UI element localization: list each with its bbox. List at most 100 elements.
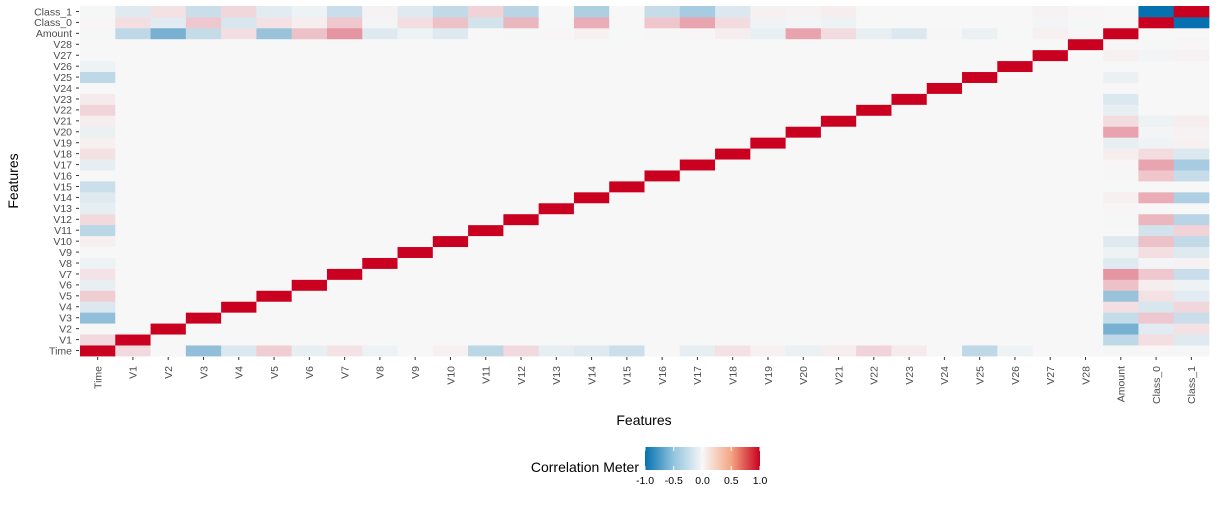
heatmap-cell-v5-v4	[256, 301, 293, 313]
heatmap-cell-v28-v3	[1067, 312, 1104, 324]
heatmap-cell-class-1-v14	[1173, 191, 1210, 204]
heatmap-cell-v8-v12	[362, 213, 398, 226]
heatmap-cell-v4-v22	[221, 104, 257, 116]
heatmap-cell-v23-v15	[891, 181, 928, 193]
heatmap-cell-v19-amount	[750, 27, 787, 40]
heatmap-cell-v23-v18	[891, 148, 928, 160]
heatmap-cell-amount-v24	[1103, 82, 1139, 94]
heatmap-cell-v28-v4	[1067, 301, 1104, 313]
heatmap-cell-v3-v1	[185, 334, 222, 346]
heatmap-cell-class-0-v7	[1138, 268, 1175, 280]
heatmap-cell-v10-v21	[432, 115, 469, 127]
heatmap-cell-v4-v20	[221, 126, 257, 138]
heatmap-cell-v14-v16	[573, 170, 610, 182]
heatmap-cell-v16-class-1	[644, 6, 681, 18]
heatmap-cell-class-1-time	[1173, 345, 1210, 357]
heatmap-cell-v14-v1	[573, 334, 610, 346]
heatmap-cell-v6-v25	[291, 71, 328, 83]
heatmap-cell-v3-v16	[185, 170, 222, 182]
heatmap-cell-v17-class-1	[679, 6, 716, 18]
heatmap-cell-class-0-v24	[1138, 82, 1175, 94]
heatmap-cell-v2-v7	[150, 268, 187, 280]
heatmap-cell-v16-amount	[644, 27, 681, 40]
heatmap-cell-v20-v26	[785, 60, 822, 73]
heatmap-cell-v11-v3	[468, 312, 504, 324]
heatmap-cell-v16-v14	[644, 191, 681, 204]
heatmap-cell-v16-v22	[644, 104, 681, 116]
heatmap-cell-v23-v5	[891, 290, 928, 302]
y-tick-label-v13: V13	[53, 203, 72, 215]
heatmap-cell-time-v12	[80, 213, 116, 226]
heatmap-cell-v13-class-0	[538, 16, 575, 29]
heatmap-cell-v19-v21	[750, 115, 787, 127]
heatmap-cell-v7-v7	[326, 268, 363, 280]
heatmap-cell-v14-v14	[573, 191, 610, 204]
heatmap-cell-v6-v26	[291, 60, 328, 73]
y-tick-label-class-0: Class_0	[34, 17, 72, 29]
heatmap-cell-class-0-v19	[1138, 137, 1175, 149]
heatmap-cell-v15-v12	[609, 213, 645, 226]
heatmap-cell-v27-v20	[1032, 126, 1069, 138]
heatmap-cell-amount-v2	[1103, 323, 1139, 335]
y-tick-label-class-1: Class_1	[34, 6, 72, 18]
heatmap-cell-v26-v19	[997, 137, 1033, 149]
heatmap-cell-v20-v8	[785, 257, 822, 269]
heatmap-cell-v15-v14	[609, 191, 645, 204]
heatmap-cell-v2-v9	[150, 246, 187, 258]
heatmap-cell-v1-v10	[115, 235, 151, 248]
heatmap-cell-time-v8	[80, 257, 116, 269]
heatmap-cell-v21-v3	[820, 312, 857, 324]
heatmap-cell-v17-time	[679, 345, 716, 357]
heatmap-cell-v16-v23	[644, 93, 681, 105]
heatmap-cell-v26-time	[997, 345, 1033, 357]
heatmap-cell-class-0-v12	[1138, 213, 1175, 226]
heatmap-cell-v26-v24	[997, 82, 1033, 94]
heatmap-cell-v22-v7	[856, 268, 892, 280]
heatmap-cell-v9-v13	[397, 202, 434, 215]
heatmap-cell-v20-v28	[785, 38, 822, 51]
heatmap-cell-v15-class-0	[609, 16, 645, 29]
heatmap-cell-v22-class-0	[856, 16, 892, 29]
heatmap-cell-v25-amount	[962, 27, 998, 40]
heatmap-cell-v22-v15	[856, 181, 892, 193]
heatmap-cell-v4-v4	[221, 301, 257, 313]
heatmap-cell-v10-v24	[432, 82, 469, 94]
heatmap-cell-class-1-v26	[1173, 60, 1210, 73]
heatmap-cell-class-1-v10	[1173, 235, 1210, 248]
heatmap-cell-class-1-v23	[1173, 93, 1210, 105]
heatmap-cell-v12-v8	[503, 257, 540, 269]
heatmap-cell-v1-v21	[115, 115, 151, 127]
heatmap-cell-v6-v1	[291, 334, 328, 346]
heatmap-cell-v1-class-1	[115, 6, 151, 18]
heatmap-cell-v9-v1	[397, 334, 434, 346]
heatmap-cell-v8-v3	[362, 312, 398, 324]
heatmap-cell-v6-v11	[291, 224, 328, 237]
heatmap-cell-v5-v7	[256, 268, 293, 280]
heatmap-cell-v9-v8	[397, 257, 434, 269]
heatmap-cell-v25-v3	[962, 312, 998, 324]
heatmap-cell-time-v21	[80, 115, 116, 127]
heatmap-cell-v19-v27	[750, 49, 787, 62]
heatmap-cell-v4-v10	[221, 235, 257, 248]
heatmap-cell-v13-class-1	[538, 6, 575, 18]
heatmap-cell-v17-v22	[679, 104, 716, 116]
legend-tick-label: -0.5	[665, 475, 683, 487]
heatmap-cell-v10-v20	[432, 126, 469, 138]
heatmap-cell-time-v13	[80, 202, 116, 215]
heatmap-cell-v16-v18	[644, 148, 681, 160]
heatmap-cell-v11-v8	[468, 257, 504, 269]
x-tick-label-v3: V3	[198, 366, 210, 379]
heatmap-cell-v11-v24	[468, 82, 504, 94]
heatmap-cell-v21-v11	[820, 224, 857, 237]
heatmap-cell-v5-v22	[256, 104, 293, 116]
heatmap-cell-v26-amount	[997, 27, 1033, 40]
heatmap-cell-v4-v11	[221, 224, 257, 237]
heatmap-cell-v15-v7	[609, 268, 645, 280]
y-tick-label-v19: V19	[53, 138, 72, 150]
heatmap-cell-v24-v4	[926, 301, 963, 313]
heatmap-cell-v20-v20	[785, 126, 822, 138]
heatmap-cell-class-0-v28	[1138, 38, 1175, 51]
heatmap-cell-v28-v16	[1067, 170, 1104, 182]
heatmap-cell-v19-class-0	[750, 16, 787, 29]
heatmap-cell-v1-v12	[115, 213, 151, 226]
